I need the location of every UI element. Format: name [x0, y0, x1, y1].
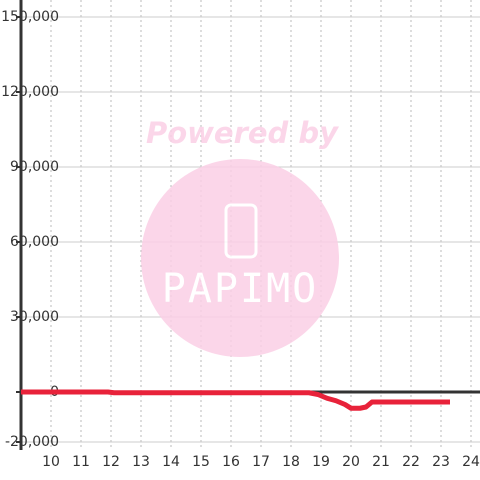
x-tick-label: 21: [372, 454, 390, 470]
x-tick-label: 17: [252, 454, 270, 470]
x-tick-label: 22: [402, 454, 420, 470]
x-tick-label: 12: [102, 454, 120, 470]
x-tick-label: 14: [162, 454, 180, 470]
y-tick-label: 150,000: [1, 9, 59, 25]
y-tick-label: 90,000: [10, 159, 59, 175]
x-tick-label: 19: [312, 454, 330, 470]
y-tick-label: 60,000: [10, 234, 59, 250]
logo-icon: [224, 203, 258, 259]
watermark: Powered by PAPIMO: [141, 116, 339, 357]
x-tick-label: 13: [132, 454, 150, 470]
x-tick-label: 10: [42, 454, 60, 470]
y-tick-label: 30,000: [10, 309, 59, 325]
x-tick-label: 11: [72, 454, 90, 470]
y-tick-label: 120,000: [1, 84, 59, 100]
x-tick-label: 18: [282, 454, 300, 470]
x-tick-label: 16: [222, 454, 240, 470]
x-tick-label: 23: [432, 454, 450, 470]
logo-text: PAPIMO: [162, 266, 319, 312]
x-tick-label: 24: [462, 454, 480, 470]
data-line: [21, 389, 450, 411]
watermark-text: Powered by: [146, 116, 339, 150]
y-tick-label: -20,000: [5, 434, 59, 450]
x-tick-label: 20: [342, 454, 360, 470]
x-tick-label: 15: [192, 454, 210, 470]
plot: 101112131415161718192021222324-20,000030…: [1, 0, 480, 470]
